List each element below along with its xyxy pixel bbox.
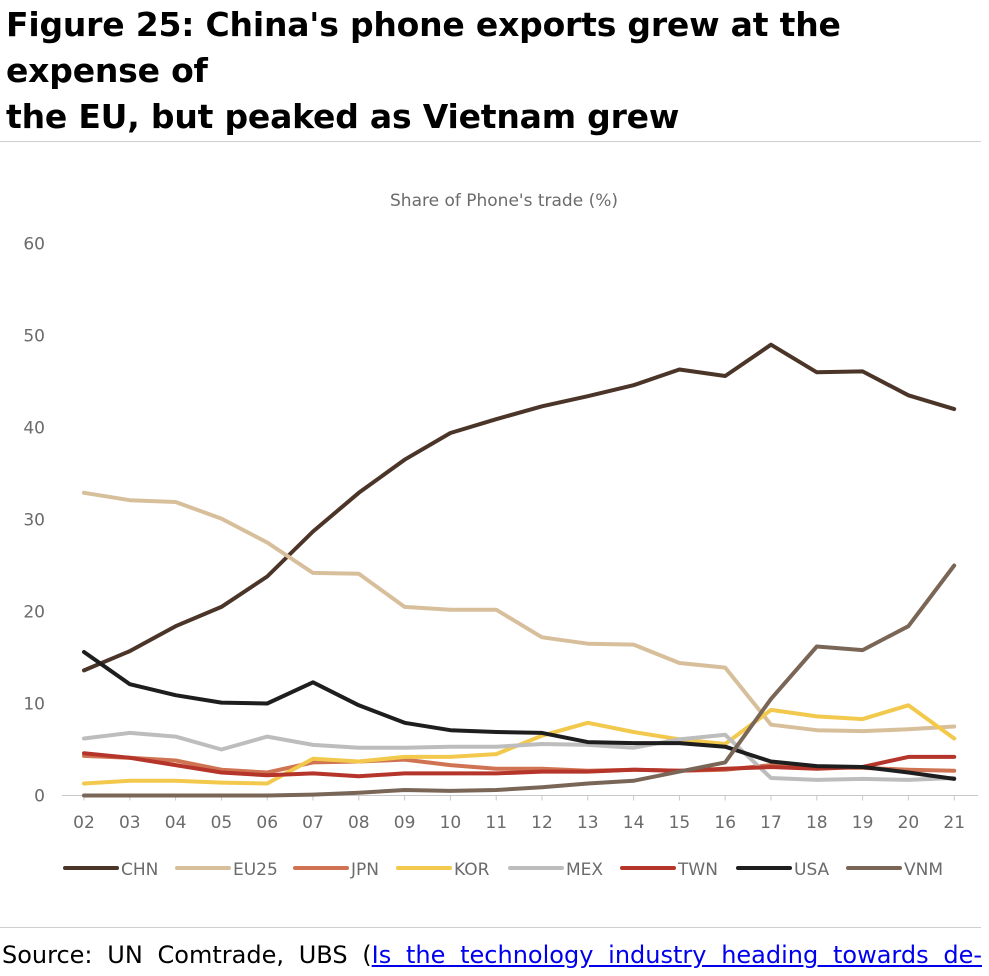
legend-label-jpn: JPN: [350, 860, 379, 880]
y-axis: 0 10 20 30 40 50 60: [23, 235, 45, 807]
x-tick-label: 15: [669, 813, 691, 833]
series-line-mex: [82, 730, 957, 782]
source-link[interactable]: Is the technology industry heading towar…: [371, 941, 982, 969]
x-tick-label: 05: [211, 813, 233, 833]
series-line-eu25: [82, 490, 957, 734]
y-tick-label: 60: [23, 235, 45, 255]
x-tick-label: 12: [531, 813, 553, 833]
x-tick-label: 09: [394, 813, 416, 833]
figure-title-line2: the EU, but peaked as Vietnam grew: [6, 97, 680, 136]
top-divider: [0, 141, 981, 142]
x-tick-label: 10: [440, 813, 462, 833]
y-tick-label: 40: [23, 419, 45, 439]
legend-label-kor: KOR: [454, 860, 490, 880]
legend-label-twn: TWN: [677, 860, 718, 880]
legend-label-vnm: VNM: [904, 860, 943, 880]
legend-label-eu25: EU25: [233, 860, 278, 880]
bottom-divider: [0, 927, 981, 928]
x-tick-label: 07: [302, 813, 324, 833]
x-tick-label: 21: [943, 813, 965, 833]
x-tick-label: 11: [485, 813, 507, 833]
x-tick-label: 08: [348, 813, 370, 833]
series-line-usa: [82, 650, 957, 781]
x-tick-label: 17: [760, 813, 782, 833]
legend-label-chn: CHN: [121, 860, 158, 880]
y-tick-label: 0: [34, 787, 45, 807]
x-tick-label: 04: [165, 813, 187, 833]
x-tick-label: 14: [623, 813, 645, 833]
chart-title: Share of Phone's trade (%): [390, 191, 618, 211]
series-line-twn: [82, 751, 957, 779]
x-axis: 02 03 04 05 06 07 08 09 10 11 12 13 14 15 16 17 18 19 20 21: [73, 813, 965, 833]
x-tick-label: 13: [577, 813, 599, 833]
x-tick-label: 19: [852, 813, 874, 833]
source-note: Source: UN Comtrade, UBS (Is the technol…: [2, 938, 982, 972]
x-tick-label: 18: [806, 813, 828, 833]
legend-label-usa: USA: [794, 860, 830, 880]
y-tick-label: 50: [23, 327, 45, 347]
x-tick-label: 20: [898, 813, 920, 833]
series-line-vnm: [82, 563, 957, 798]
x-tick-label: 06: [256, 813, 278, 833]
x-tick-label: 03: [119, 813, 141, 833]
legend-label-mex: MEX: [566, 860, 603, 880]
series-lines: [82, 342, 957, 798]
source-prefix: Source: UN Comtrade, UBS (: [2, 941, 372, 969]
chart-legend: CHN EU25 JPN KOR MEX TWN USA VNM: [63, 860, 943, 880]
figure-title-line1: Figure 25: China's phone exports grew at…: [6, 5, 841, 90]
series-line-chn: [82, 342, 957, 673]
x-tick-label: 16: [714, 813, 736, 833]
x-tick-label: 02: [73, 813, 95, 833]
figure-title: Figure 25: China's phone exports grew at…: [6, 2, 981, 140]
y-tick-label: 20: [23, 603, 45, 623]
y-tick-label: 30: [23, 511, 45, 531]
y-tick-label: 10: [23, 695, 45, 715]
